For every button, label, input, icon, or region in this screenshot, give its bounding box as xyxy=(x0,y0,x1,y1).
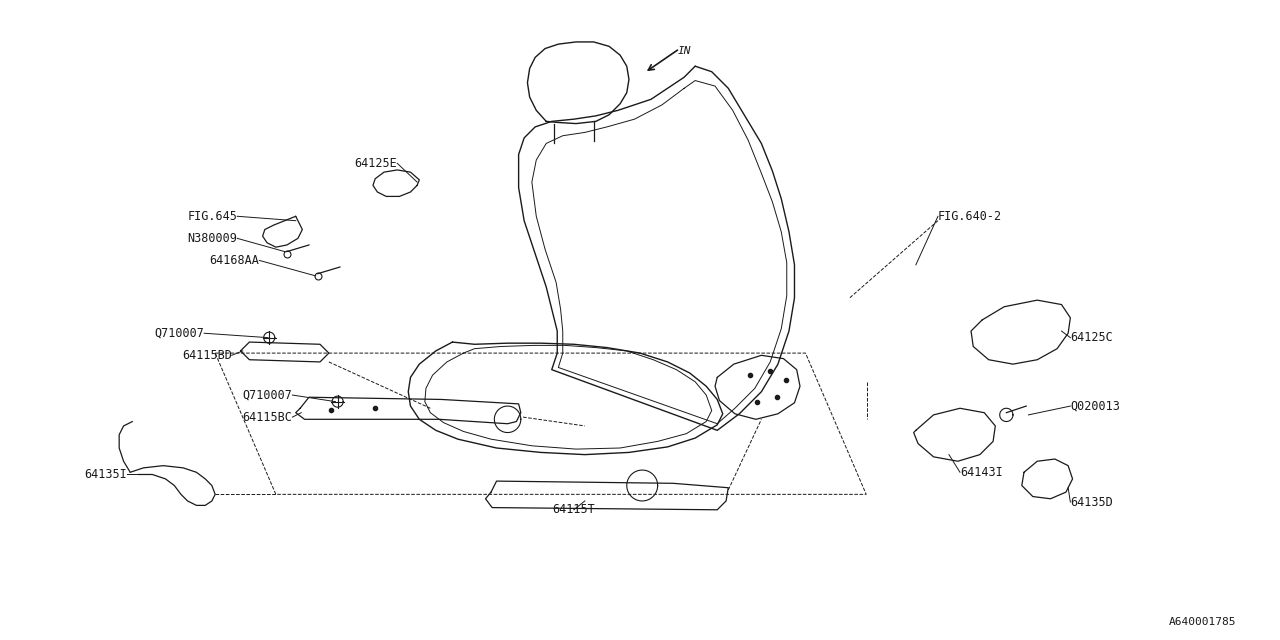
Text: 64115BC: 64115BC xyxy=(242,411,292,424)
Text: FIG.640-2: FIG.640-2 xyxy=(938,210,1002,223)
Text: Q710007: Q710007 xyxy=(155,327,204,340)
Text: 64168AA: 64168AA xyxy=(210,254,260,267)
Text: 64143I: 64143I xyxy=(960,466,1002,479)
Text: Q020013: Q020013 xyxy=(1070,399,1120,413)
Text: A640001785: A640001785 xyxy=(1169,617,1236,627)
Text: Q710007: Q710007 xyxy=(242,388,292,401)
Text: 64115BD: 64115BD xyxy=(182,349,232,362)
Text: FIG.645: FIG.645 xyxy=(187,210,237,223)
Text: 64125C: 64125C xyxy=(1070,331,1114,344)
Text: 64125E: 64125E xyxy=(355,157,397,170)
Text: 64135I: 64135I xyxy=(84,468,127,481)
Text: 64135D: 64135D xyxy=(1070,495,1114,509)
Text: IN: IN xyxy=(677,45,691,56)
Text: N380009: N380009 xyxy=(187,232,237,245)
Text: 64115T: 64115T xyxy=(553,503,595,516)
